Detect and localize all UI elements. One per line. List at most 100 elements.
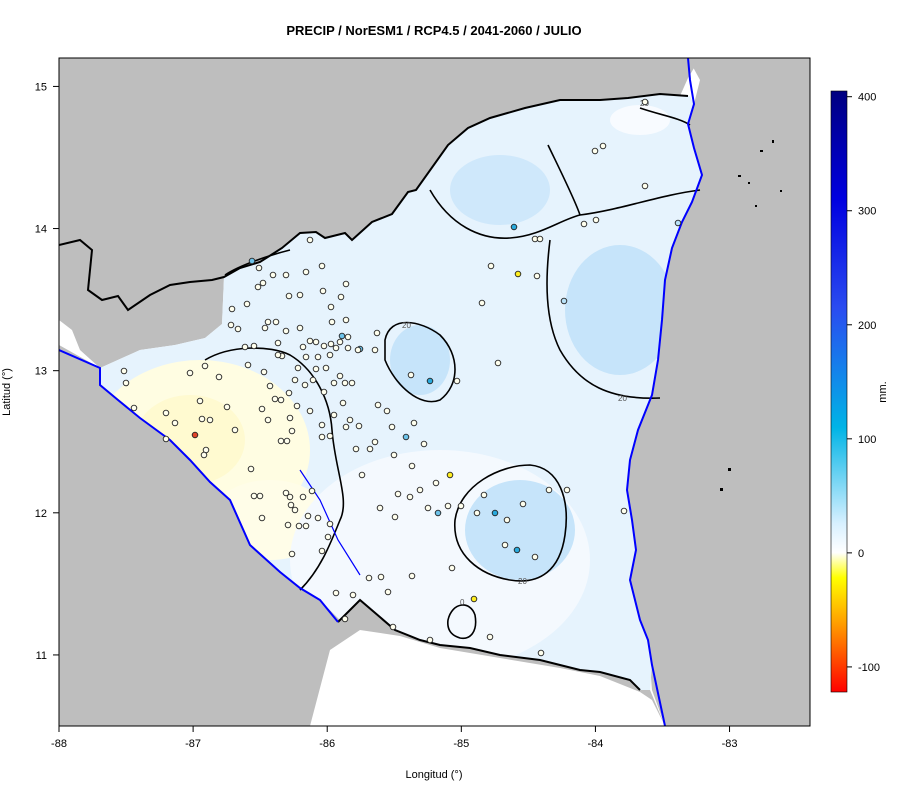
station-point <box>272 318 280 326</box>
station-point <box>480 491 488 499</box>
costa-rica-border <box>337 598 641 691</box>
station-point <box>344 333 352 341</box>
station-point <box>260 368 268 376</box>
station-point <box>330 411 338 419</box>
station-point <box>206 416 214 424</box>
x-tick-label: -87 <box>185 738 201 750</box>
station-point <box>295 522 303 530</box>
station-point <box>227 321 235 329</box>
station-point <box>243 300 251 308</box>
station-point <box>432 479 440 487</box>
plot-area: 20 20 20 20 0 <box>59 58 810 726</box>
station-point <box>348 379 356 387</box>
station-point <box>424 504 432 512</box>
station-point <box>354 346 362 354</box>
station-point <box>258 514 266 522</box>
contour-line <box>384 321 456 403</box>
station-point <box>259 279 267 287</box>
station-point <box>318 421 326 429</box>
station-point <box>346 416 354 424</box>
station-point <box>537 649 545 657</box>
station-point <box>388 423 396 431</box>
station-point <box>355 422 363 430</box>
station-point <box>130 404 138 412</box>
station-point <box>416 486 424 494</box>
honduras-border <box>59 92 689 312</box>
station-point <box>215 373 223 381</box>
station-point <box>426 377 434 385</box>
station-point <box>674 219 682 227</box>
station-point <box>200 451 208 459</box>
caribbean-grey-area <box>627 58 810 726</box>
station-point <box>241 343 249 351</box>
station-point <box>261 324 269 332</box>
station-point <box>407 371 415 379</box>
station-point <box>342 423 350 431</box>
station-point <box>264 318 272 326</box>
contour-label: 20 <box>518 577 527 586</box>
station-point <box>339 399 347 407</box>
y-tick-label: 11 <box>36 650 47 662</box>
station-point <box>186 369 194 377</box>
station-point <box>365 574 373 582</box>
station-point <box>228 305 236 313</box>
station-point <box>171 419 179 427</box>
contour-line <box>547 144 581 216</box>
station-point <box>312 338 320 346</box>
station-point <box>314 353 322 361</box>
x-tick-label: -88 <box>51 738 67 750</box>
station-point <box>510 223 518 231</box>
station-point <box>269 271 277 279</box>
station-point <box>299 493 307 501</box>
station-point <box>371 346 379 354</box>
colorbar-tick-label: -100 <box>858 662 880 674</box>
station-point <box>384 588 392 596</box>
station-point <box>314 514 322 522</box>
station-point <box>326 432 334 440</box>
station-point <box>514 270 522 278</box>
station-point <box>271 395 279 403</box>
station-point <box>322 364 330 372</box>
lake-nicaragua-coastline <box>299 469 361 576</box>
station-point <box>288 427 296 435</box>
colorbar-tick-label: 400 <box>858 92 876 104</box>
station-point <box>342 316 350 324</box>
colorbar <box>830 90 848 693</box>
station-point <box>283 437 291 445</box>
station-point <box>503 516 511 524</box>
station-point <box>560 297 568 305</box>
station-point <box>255 264 263 272</box>
station-point <box>536 235 544 243</box>
station-point <box>282 327 290 335</box>
station-point <box>191 431 199 439</box>
x-tick-label: -83 <box>722 738 738 750</box>
station-point <box>599 142 607 150</box>
station-point <box>312 365 320 373</box>
station-point <box>358 471 366 479</box>
contour-label: 20 <box>618 394 627 403</box>
station-point <box>487 262 495 270</box>
station-point <box>301 381 309 389</box>
colorbar-axis: 400 300 200 100 0 -100 <box>847 92 880 674</box>
station-point <box>349 591 357 599</box>
station-point <box>444 502 452 510</box>
station-point <box>296 324 304 332</box>
x-tick-label: -84 <box>587 738 603 750</box>
station-point <box>337 293 345 301</box>
station-point <box>341 379 349 387</box>
y-tick-label: 12 <box>35 508 47 520</box>
station-point <box>319 287 327 295</box>
station-point <box>282 489 290 497</box>
station-point <box>426 636 434 644</box>
station-point <box>513 546 521 554</box>
contour-line <box>224 189 701 276</box>
y-axis-label: Latitud (°) <box>1 368 13 416</box>
station-point <box>324 533 332 541</box>
station-point <box>198 415 206 423</box>
station-point <box>434 509 442 517</box>
station-point <box>501 541 509 549</box>
station-point <box>309 376 317 384</box>
station-point <box>330 379 338 387</box>
station-point <box>162 435 170 443</box>
